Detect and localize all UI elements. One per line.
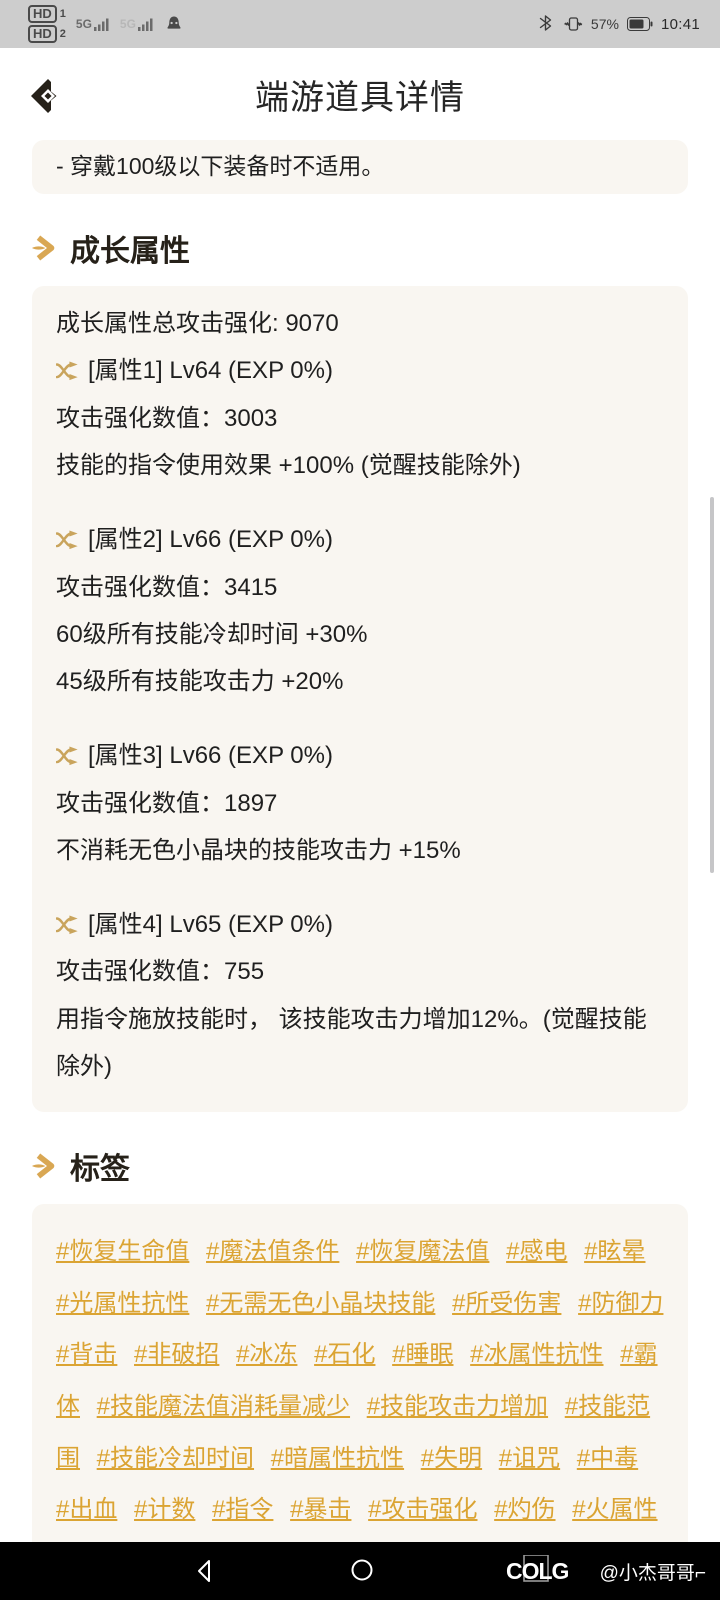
svg-text:COLG: COLG [506, 1558, 569, 1584]
